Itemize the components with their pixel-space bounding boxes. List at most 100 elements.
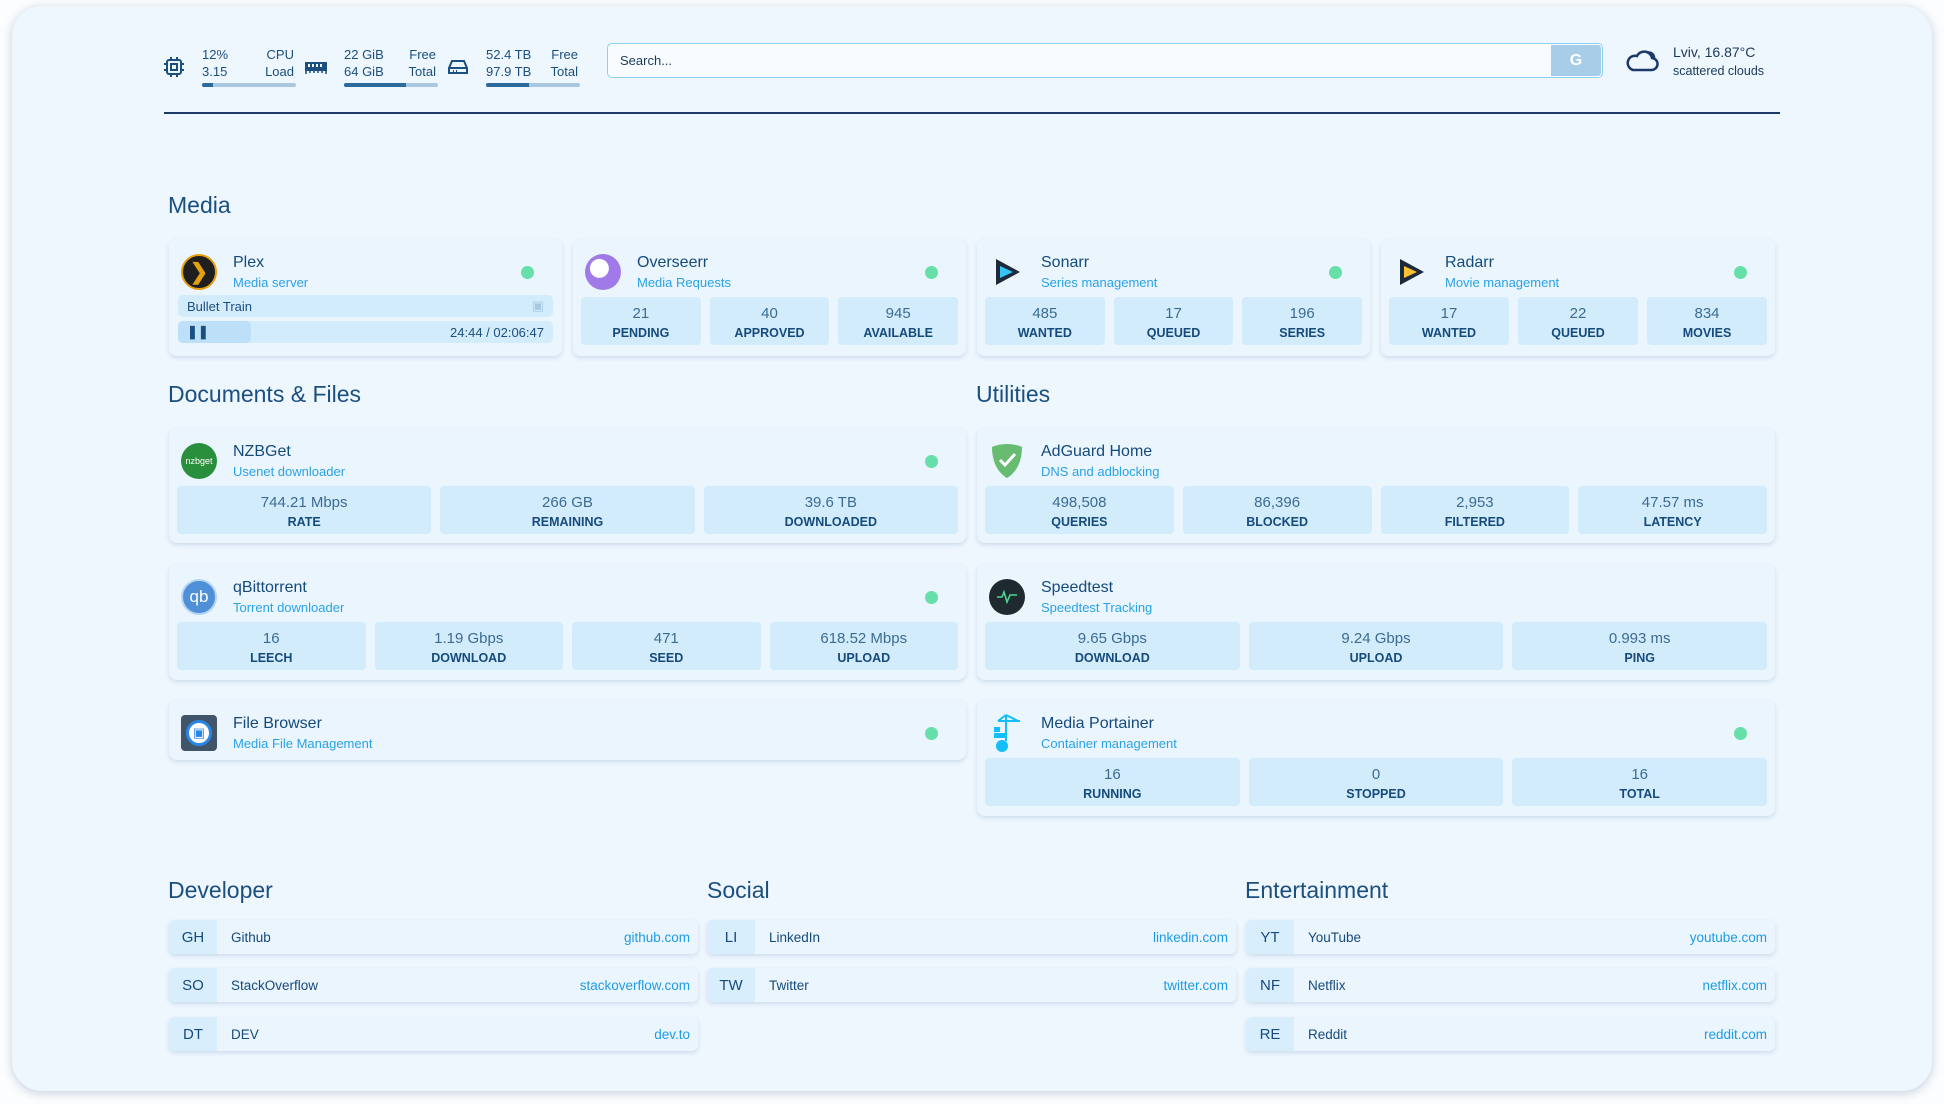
cpu-percent: 12% xyxy=(202,47,229,62)
stat-available: 945 AVAILABLE xyxy=(838,297,959,345)
stat-wanted: 485 WANTED xyxy=(985,297,1105,345)
stat-value: 1.19 Gbps xyxy=(434,630,504,647)
qbittorrent-icon: qb xyxy=(181,579,217,615)
weather-location-temp: Lviv, 16.87°C xyxy=(1673,44,1756,60)
stat-label: PENDING xyxy=(612,326,670,340)
bookmark-netflix[interactable]: NF Netflix netflix.com xyxy=(1246,968,1775,1002)
overseerr-icon xyxy=(585,254,621,290)
qbittorrent-card[interactable]: qb qBittorrent Torrent downloader 16 LEECH 1.… xyxy=(169,564,966,680)
bookmark-name: StackOverflow xyxy=(231,977,319,993)
google-search-button[interactable]: G xyxy=(1551,45,1601,76)
stat-value: 498,508 xyxy=(1052,494,1107,511)
sonarr-card[interactable]: Sonarr Series management 485 WANTED 17 QUEUED… xyxy=(977,239,1370,356)
stat-value: 17 xyxy=(1440,305,1458,322)
pause-icon[interactable]: ❚❚ xyxy=(187,324,209,339)
status-dot xyxy=(925,454,938,468)
memory-widget: 22 GiB 64 GiB Free Total xyxy=(304,46,438,87)
plex-card[interactable]: ❯ Plex Media server Bullet Train ▣ ❚❚ 24:44… xyxy=(169,239,562,356)
stat-value: 2,953 xyxy=(1456,494,1494,511)
disk-icon xyxy=(448,59,468,74)
stat-value: 471 xyxy=(653,630,679,647)
bookmark-abbr: NF xyxy=(1246,968,1294,1002)
stat-value: 47.57 ms xyxy=(1641,494,1704,511)
stat-value: 0 xyxy=(1371,766,1381,783)
stat-ping: 0.993 ms PING xyxy=(1512,622,1768,670)
service-desc: Media File Management xyxy=(233,736,373,751)
service-name: Sonarr xyxy=(1041,254,1090,271)
stat-label: WANTED xyxy=(1421,326,1477,340)
status-dot xyxy=(1329,265,1342,279)
stat-value: 196 xyxy=(1289,305,1315,322)
bookmark-twitter[interactable]: TW Twitter twitter.com xyxy=(707,968,1236,1002)
status-dot xyxy=(521,265,534,279)
stat-label: TOTAL xyxy=(1619,787,1660,801)
stat-label: RATE xyxy=(287,515,321,529)
filebrowser-card[interactable]: ▣ File Browser Media File Management xyxy=(169,700,966,760)
bookmark-dev[interactable]: DT DEV dev.to xyxy=(169,1017,698,1051)
bookmark-abbr: YT xyxy=(1246,920,1294,954)
stat-queued: 22 QUEUED xyxy=(1518,297,1638,345)
weather-description: scattered clouds xyxy=(1673,64,1765,78)
disk-free: 52.4 TB xyxy=(486,47,532,62)
stat-download: 1.19 Gbps DOWNLOAD xyxy=(374,622,563,670)
speedtest-card[interactable]: Speedtest Speedtest Tracking 9.65 Gbps DOWN… xyxy=(977,564,1775,680)
memory-total: 64 GiB xyxy=(344,64,384,79)
adguard-card[interactable]: AdGuard Home DNS and adblocking 498,508 QUE… xyxy=(977,428,1775,543)
service-desc: Series management xyxy=(1041,275,1158,290)
memory-free: 22 GiB xyxy=(344,47,384,62)
bookmark-stackoverflow[interactable]: SO StackOverflow stackoverflow.com xyxy=(169,968,698,1002)
stat-upload: 9.24 Gbps UPLOAD xyxy=(1248,622,1504,670)
bookmark-name: Netflix xyxy=(1308,977,1346,993)
stat-value: 945 xyxy=(885,305,911,322)
service-name: AdGuard Home xyxy=(1041,443,1153,460)
stat-download: 9.65 Gbps DOWNLOAD xyxy=(985,622,1240,670)
stat-queries: 498,508 QUERIES xyxy=(985,486,1174,534)
dashboard-window xyxy=(12,6,1932,1091)
stat-remaining: 266 GB REMAINING xyxy=(440,486,695,534)
service-name: Media Portainer xyxy=(1041,715,1154,732)
service-name: Radarr xyxy=(1445,254,1494,271)
nzbget-card[interactable]: nzbget NZBGet Usenet downloader 744.21 Mbps… xyxy=(169,428,966,543)
status-dot xyxy=(925,726,938,740)
stat-value: 16 xyxy=(262,630,280,647)
stat-rate: 744.21 Mbps RATE xyxy=(177,486,432,534)
overseerr-card[interactable]: Overseerr Media Requests 21 PENDING 40 APPROV… xyxy=(573,239,966,356)
cpu-load: 3.15 xyxy=(202,64,228,79)
bookmark-abbr: TW xyxy=(707,968,755,1002)
stat-label: STOPPED xyxy=(1346,787,1406,801)
radarr-icon xyxy=(1393,254,1429,290)
bookmark-youtube[interactable]: YT YouTube youtube.com xyxy=(1246,920,1775,954)
service-desc: Speedtest Tracking xyxy=(1041,600,1153,615)
portainer-icon xyxy=(989,714,1025,752)
section-utilities-title: Utilities xyxy=(976,381,1051,407)
service-name: Overseerr xyxy=(637,254,709,271)
stat-value: 266 GB xyxy=(542,494,593,511)
bookmark-github[interactable]: GH Github github.com xyxy=(169,920,698,954)
bookmark-abbr: SO xyxy=(169,968,217,1002)
disk-free-label: Free xyxy=(551,47,578,62)
bookmark-linkedin[interactable]: LI LinkedIn linkedin.com xyxy=(707,920,1236,954)
weather-widget: Lviv, 16.87°C scattered clouds xyxy=(1625,44,1764,78)
bookmark-url: youtube.com xyxy=(1689,929,1767,945)
playback-progress[interactable]: ❚❚ 24:44 / 02:06:47 xyxy=(178,321,553,343)
radarr-card[interactable]: Radarr Movie management 17 WANTED 22 QUEUED 83… xyxy=(1381,239,1775,356)
bookmark-reddit[interactable]: RE Reddit reddit.com xyxy=(1246,1017,1775,1051)
stat-label: DOWNLOAD xyxy=(431,651,507,665)
stat-label: LATENCY xyxy=(1643,515,1702,529)
portainer-card[interactable]: Media Portainer Container management 16 RUN… xyxy=(977,700,1775,816)
service-desc: Media server xyxy=(233,275,309,290)
bookmark-url: github.com xyxy=(623,929,690,945)
search-input[interactable] xyxy=(608,53,1551,68)
bookmark-name: DEV xyxy=(231,1026,259,1042)
stat-seed: 471 SEED xyxy=(572,622,761,670)
search-box: G xyxy=(607,43,1603,78)
section-social-title: Social xyxy=(707,877,770,903)
stat-value: 618.52 Mbps xyxy=(820,630,908,647)
cpu-label: CPU xyxy=(266,47,294,62)
stat-label: REMAINING xyxy=(531,515,604,529)
stat-label: RUNNING xyxy=(1083,787,1142,801)
stat-value: 16 xyxy=(1103,766,1121,783)
service-desc: Container management xyxy=(1041,736,1177,751)
stat-label: WANTED xyxy=(1017,326,1072,340)
stat-label: AVAILABLE xyxy=(863,326,934,340)
